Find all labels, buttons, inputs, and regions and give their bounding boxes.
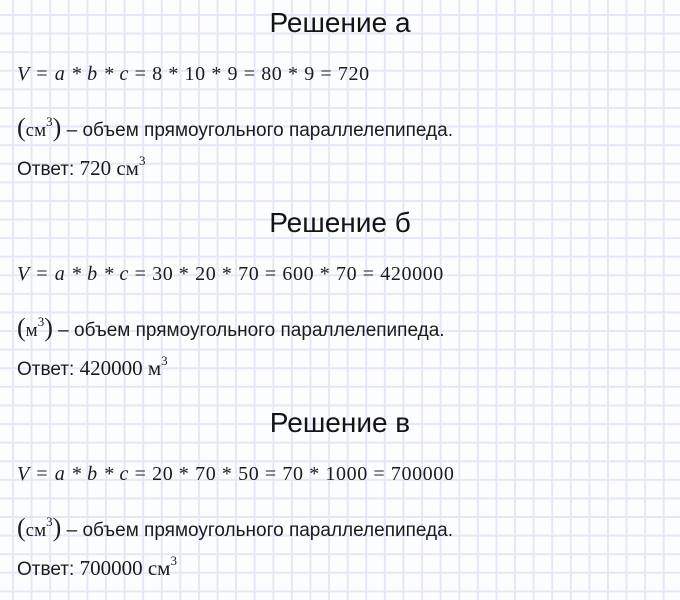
answer-exponent: 3 xyxy=(170,553,177,568)
unit-exponent: 3 xyxy=(46,114,53,129)
answer-value: 700000 см xyxy=(79,556,171,580)
answer-label: Ответ: xyxy=(17,359,75,380)
answer-value: 720 см xyxy=(79,156,139,180)
paren-close: ) xyxy=(52,113,62,142)
answer-exponent: 3 xyxy=(138,153,146,168)
section-title: Решение б xyxy=(269,207,411,238)
paren-close: ) xyxy=(44,313,53,342)
formula-variables: V = a * b * c xyxy=(17,463,135,485)
section-title: Решение в xyxy=(269,407,411,438)
unit-exponent: 3 xyxy=(46,514,53,529)
solution-section-b: Решение б V = a * b * c = 30 * 20 * 70 =… xyxy=(0,200,680,400)
unit-symbol: см xyxy=(25,520,47,541)
solution-section-a: Решение а V = a * b * c = 8 * 10 * 9 = 8… xyxy=(0,0,680,200)
unit-exponent: 3 xyxy=(37,314,45,329)
formula-values: = 8 * 10 * 9 = 80 * 9 = 720 xyxy=(134,63,370,85)
unit-symbol: см xyxy=(25,120,47,141)
paren-open: ( xyxy=(17,513,26,542)
answer-exponent: 3 xyxy=(161,353,168,368)
formula-line: V = a * b * c = 8 * 10 * 9 = 80 * 9 = 72… xyxy=(17,61,370,87)
formula-line: V = a * b * c = 30 * 20 * 70 = 600 * 70 … xyxy=(17,261,444,287)
answer-line: Ответ: 700000 см3 xyxy=(17,552,177,586)
formula-values: = 30 * 20 * 70 = 600 * 70 = 420000 xyxy=(134,263,444,285)
section-title: Решение а xyxy=(269,7,411,38)
units-line: (м3) – объем прямоугольного параллелепип… xyxy=(17,312,445,347)
answer-line: Ответ: 720 см3 xyxy=(17,152,145,186)
units-description: – объем прямоугольного параллелепипеда. xyxy=(58,320,445,341)
formula-values: = 20 * 70 * 50 = 70 * 1000 = 700000 xyxy=(134,463,455,485)
answer-label: Ответ: xyxy=(17,559,75,580)
formula-line: V = a * b * c = 20 * 70 * 50 = 70 * 1000… xyxy=(17,461,454,487)
units-description: – объем прямоугольного параллелепипеда. xyxy=(66,520,453,541)
solution-section-v: Решение в V = a * b * c = 20 * 70 * 50 =… xyxy=(0,400,680,600)
answer-line: Ответ: 420000 м3 xyxy=(17,352,168,386)
paren-open: ( xyxy=(17,113,26,142)
units-line: (см3) – объем прямоугольного параллелепи… xyxy=(17,112,453,147)
formula-variables: V = a * b * c xyxy=(17,63,135,85)
unit-symbol: м xyxy=(25,320,38,341)
answer-label: Ответ: xyxy=(17,159,75,180)
formula-variables: V = a * b * c xyxy=(17,263,135,285)
paren-open: ( xyxy=(17,313,26,342)
units-line: (см3) – объем прямоугольного параллелепи… xyxy=(17,512,453,547)
answer-value: 420000 м xyxy=(79,356,162,380)
paren-close: ) xyxy=(52,513,62,542)
units-description: – объем прямоугольного параллелепипеда. xyxy=(66,120,453,141)
